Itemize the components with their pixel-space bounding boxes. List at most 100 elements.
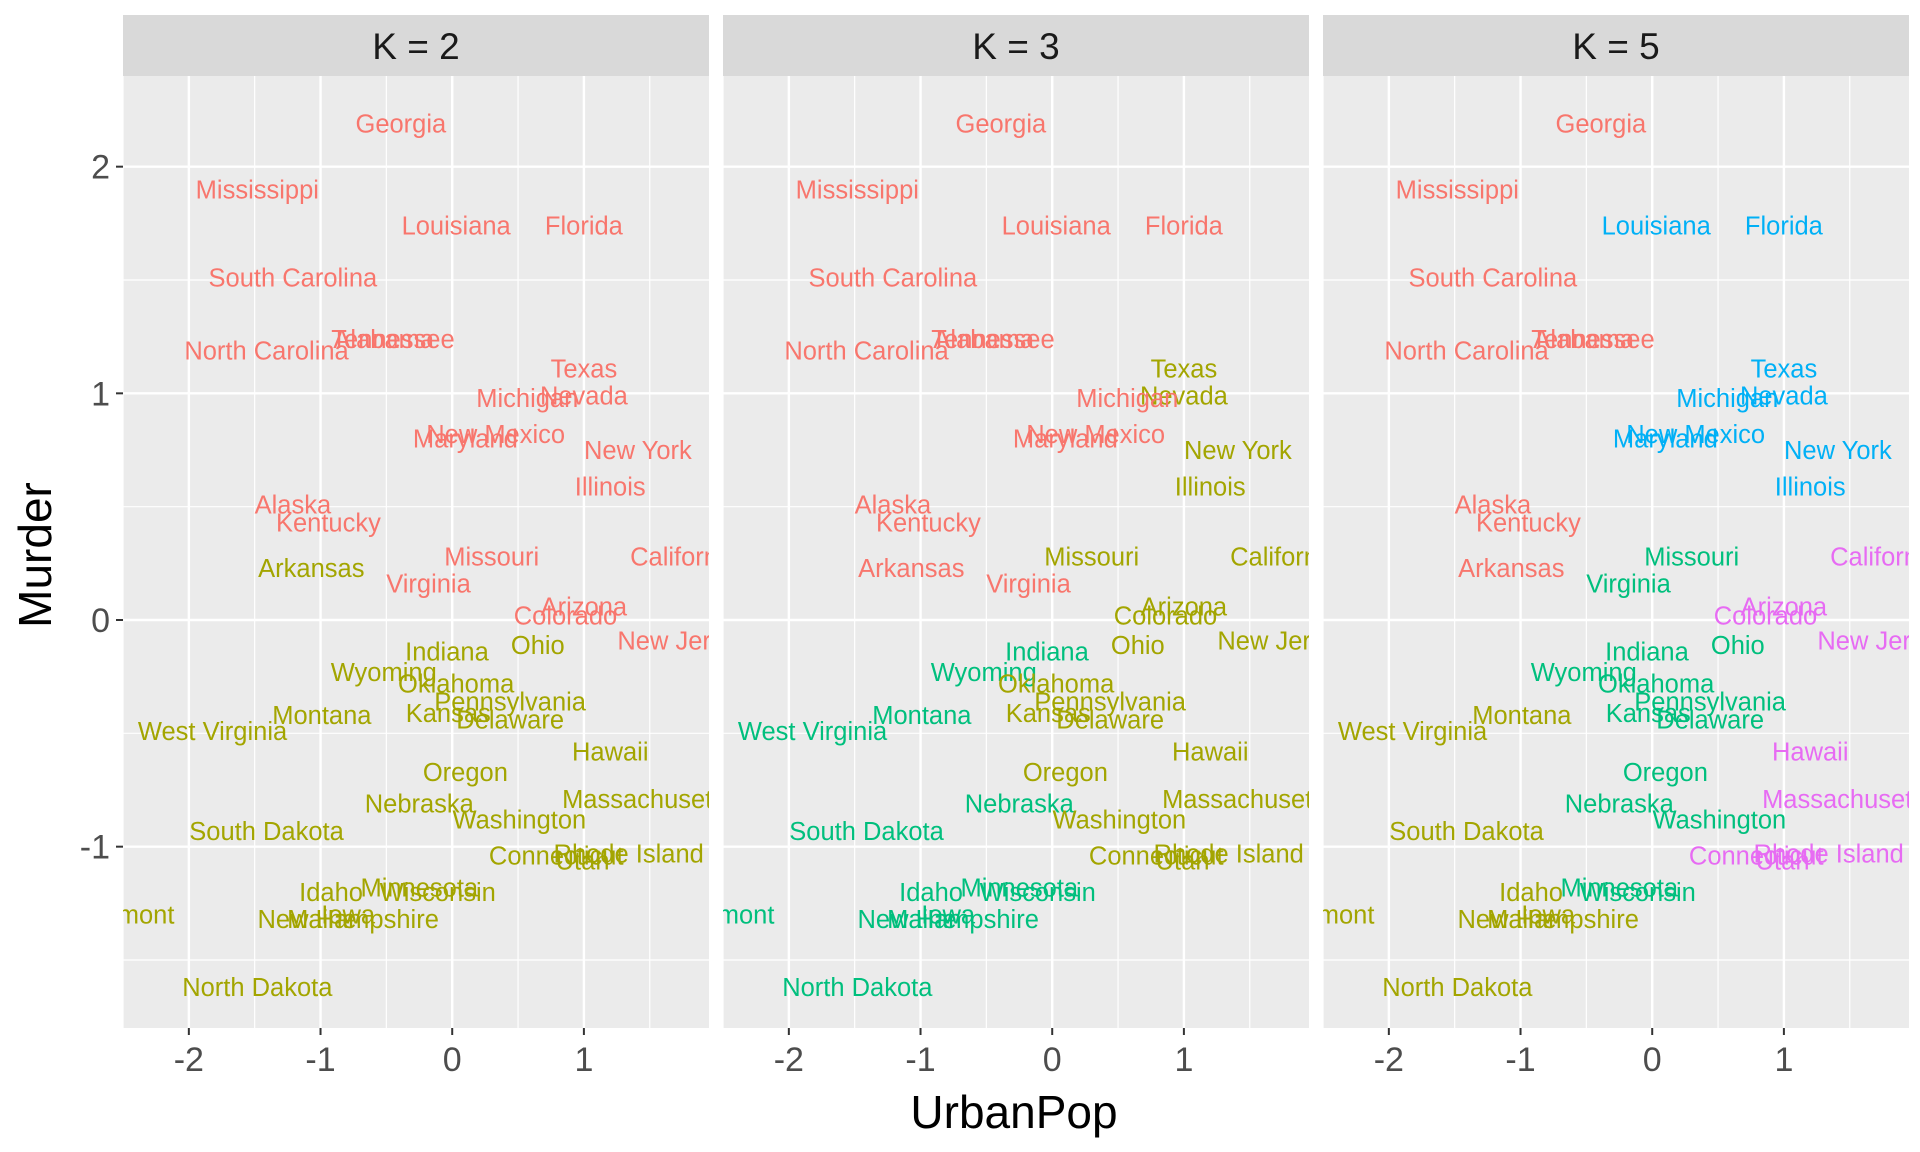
x-tick-label: -2 xyxy=(1374,1041,1404,1079)
state-label: Oregon xyxy=(1023,759,1108,787)
state-label: Virginia xyxy=(386,571,471,599)
state-label: Montana xyxy=(1472,702,1572,730)
state-label: Nevada xyxy=(540,383,629,411)
facet-strip-label: K = 5 xyxy=(1572,26,1659,67)
state-label: Connecticut xyxy=(489,843,624,871)
state-labels: Georgia Mississippi Louisiana Florida South … xyxy=(1323,111,1920,1003)
state-label: North Dakota xyxy=(782,974,933,1002)
state-label: Maryland xyxy=(413,426,518,454)
facet-panel-k5: K = 5 -2 -1 0 1 Georgia Mississippi Louisiana Fl… xyxy=(1323,15,1920,1079)
state-label: New York xyxy=(584,437,692,465)
state-label: Kansas xyxy=(1006,700,1091,728)
x-tick-label: 0 xyxy=(443,1041,462,1079)
state-label: Missouri xyxy=(1044,544,1139,572)
state-label: Nebraska xyxy=(965,791,1075,819)
y-tick-label: 2 xyxy=(91,149,110,187)
state-label: Colorado xyxy=(1114,602,1217,630)
x-tick-label: -1 xyxy=(905,1041,935,1079)
state-label: Mississippi xyxy=(1396,176,1519,204)
state-label: Hawaii xyxy=(1172,738,1249,766)
state-label: Arizona xyxy=(1741,593,1828,621)
state-label: Alaska xyxy=(1455,491,1532,519)
state-label: Mississippi xyxy=(196,176,319,204)
state-label: New Hampshire xyxy=(1457,906,1638,934)
state-label: South Dakota xyxy=(189,818,344,846)
state-label: Colorado xyxy=(1714,602,1817,630)
x-tick-label: 1 xyxy=(1174,1041,1193,1079)
state-label: Alabama xyxy=(333,326,434,354)
state-label: Mississippi xyxy=(796,176,919,204)
state-label: Delaware xyxy=(1056,707,1164,735)
state-label: Connecticut xyxy=(1689,843,1824,871)
state-label: South Dakota xyxy=(789,818,944,846)
state-label: South Carolina xyxy=(1409,265,1579,293)
state-label: Wisconsin xyxy=(980,879,1096,907)
state-label: Pennsylvania xyxy=(434,689,586,717)
state-label: Delaware xyxy=(1656,707,1764,735)
state-label: Wyoming xyxy=(1531,659,1637,687)
state-label: Kentucky xyxy=(876,510,981,538)
y-tick-label: 1 xyxy=(91,375,110,413)
state-label: Washington xyxy=(1053,806,1187,834)
x-tick-label: -1 xyxy=(305,1041,335,1079)
state-label: Oklahoma xyxy=(998,670,1115,698)
state-label: Alabama xyxy=(933,326,1034,354)
state-label: Virginia xyxy=(986,571,1071,599)
state-label: West Virginia xyxy=(738,718,888,746)
state-label: Vermont xyxy=(79,902,174,930)
state-label: New Mexico xyxy=(1626,421,1765,449)
facet-strip xyxy=(123,15,709,76)
y-axis-title: Murder xyxy=(9,482,61,628)
state-label: Georgia xyxy=(355,111,447,139)
state-label: North Carolina xyxy=(184,337,349,365)
gridlines xyxy=(123,76,709,1028)
facet-panel-k3: K = 3 -2 -1 0 1 Georgia Mississippi Louisiana Fl… xyxy=(723,15,1309,1079)
state-label: Massachusetts xyxy=(1762,786,1920,814)
state-label: Nevada xyxy=(1740,383,1829,411)
state-label: Rhode Island xyxy=(1754,840,1904,868)
state-label: Minnesota xyxy=(960,874,1078,902)
state-label: Texas xyxy=(551,355,618,383)
state-labels: Georgia Mississippi Louisiana Florida South … xyxy=(79,111,709,1003)
state-label: Missouri xyxy=(444,544,539,572)
panel-background xyxy=(723,76,1309,1028)
state-label: Iowa xyxy=(321,902,376,930)
state-label: Maine xyxy=(887,906,956,934)
state-label: Illinois xyxy=(1775,473,1846,501)
state-label: Washington xyxy=(453,806,587,834)
panel-background xyxy=(1323,76,1909,1028)
x-tick-label: 0 xyxy=(1043,1041,1062,1079)
state-label: New York xyxy=(1784,437,1892,465)
state-label: Tennessee xyxy=(1531,326,1654,354)
state-label: Arizona xyxy=(541,593,628,621)
state-label: Wisconsin xyxy=(1580,879,1696,907)
state-label: California xyxy=(1830,544,1920,572)
state-label: Louisiana xyxy=(1002,213,1112,241)
state-label: North Dakota xyxy=(182,974,333,1002)
state-label: Wyoming xyxy=(331,659,437,687)
x-tick-label: 0 xyxy=(1643,1041,1662,1079)
state-label: Rhode Island xyxy=(1154,840,1304,868)
state-label: New Hampshire xyxy=(257,906,438,934)
state-label: Rhode Island xyxy=(554,840,704,868)
state-label: Arkansas xyxy=(858,555,964,583)
state-label: Colorado xyxy=(514,602,617,630)
state-label: Louisiana xyxy=(1602,213,1712,241)
state-label: Oklahoma xyxy=(398,670,515,698)
state-label: Utah xyxy=(1156,847,1210,875)
state-label: Arkansas xyxy=(1458,555,1564,583)
facet-strip-label: K = 3 xyxy=(972,26,1059,67)
state-label: Utah xyxy=(556,847,610,875)
state-label: Wyoming xyxy=(931,659,1037,687)
state-label: Tennessee xyxy=(331,326,454,354)
state-label: Pennsylvania xyxy=(1634,689,1786,717)
state-label: Indiana xyxy=(405,639,489,667)
state-label: Montana xyxy=(272,702,372,730)
state-label: Texas xyxy=(1151,355,1218,383)
state-label: Arkansas xyxy=(258,555,364,583)
x-axis-title: UrbanPop xyxy=(910,1086,1117,1138)
state-label: Alabama xyxy=(1533,326,1634,354)
x-tick-label: 1 xyxy=(1774,1041,1793,1079)
state-label: Georgia xyxy=(955,111,1047,139)
state-label: Idaho xyxy=(899,879,963,907)
